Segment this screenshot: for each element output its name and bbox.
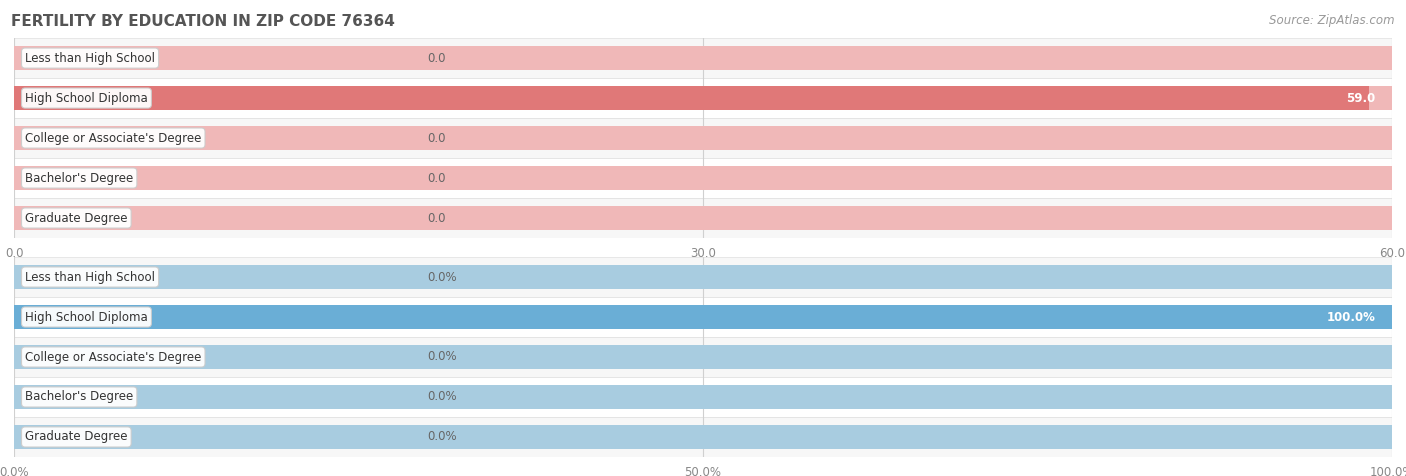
Bar	[14, 78, 1392, 118]
Bar	[14, 265, 1392, 289]
Bar	[14, 198, 1392, 238]
Text: 0.0: 0.0	[427, 211, 446, 225]
Text: 0.0%: 0.0%	[427, 270, 457, 284]
Bar	[14, 86, 1369, 110]
Bar	[14, 417, 1392, 457]
Text: 59.0: 59.0	[1346, 91, 1375, 105]
Bar	[14, 38, 1392, 78]
Bar	[14, 158, 1392, 198]
Text: 0.0: 0.0	[427, 171, 446, 185]
Text: FERTILITY BY EDUCATION IN ZIP CODE 76364: FERTILITY BY EDUCATION IN ZIP CODE 76364	[11, 14, 395, 30]
Text: Bachelor's Degree: Bachelor's Degree	[25, 171, 134, 185]
Bar	[14, 337, 1392, 377]
Bar	[14, 206, 1392, 230]
Bar	[14, 305, 1392, 329]
Bar	[14, 118, 1392, 158]
Bar	[14, 166, 1392, 190]
Bar	[14, 385, 1392, 409]
Bar	[14, 257, 1392, 297]
Bar	[14, 86, 1392, 110]
Text: College or Associate's Degree: College or Associate's Degree	[25, 131, 201, 145]
Bar	[14, 297, 1392, 337]
Bar	[14, 126, 1392, 150]
Text: 0.0%: 0.0%	[427, 350, 457, 364]
Text: 0.0: 0.0	[427, 51, 446, 65]
Text: High School Diploma: High School Diploma	[25, 91, 148, 105]
Text: Less than High School: Less than High School	[25, 270, 155, 284]
Bar	[14, 345, 1392, 369]
Text: Less than High School: Less than High School	[25, 51, 155, 65]
Bar	[14, 46, 1392, 70]
Text: Bachelor's Degree: Bachelor's Degree	[25, 390, 134, 404]
Text: 0.0%: 0.0%	[427, 430, 457, 444]
Text: Source: ZipAtlas.com: Source: ZipAtlas.com	[1270, 14, 1395, 27]
Text: College or Associate's Degree: College or Associate's Degree	[25, 350, 201, 364]
Bar	[14, 425, 1392, 449]
Text: Graduate Degree: Graduate Degree	[25, 430, 128, 444]
Text: 0.0%: 0.0%	[427, 390, 457, 404]
Text: 100.0%: 100.0%	[1326, 310, 1375, 324]
Bar	[14, 377, 1392, 417]
Text: High School Diploma: High School Diploma	[25, 310, 148, 324]
Text: Graduate Degree: Graduate Degree	[25, 211, 128, 225]
Bar	[14, 305, 1392, 329]
Text: 0.0: 0.0	[427, 131, 446, 145]
